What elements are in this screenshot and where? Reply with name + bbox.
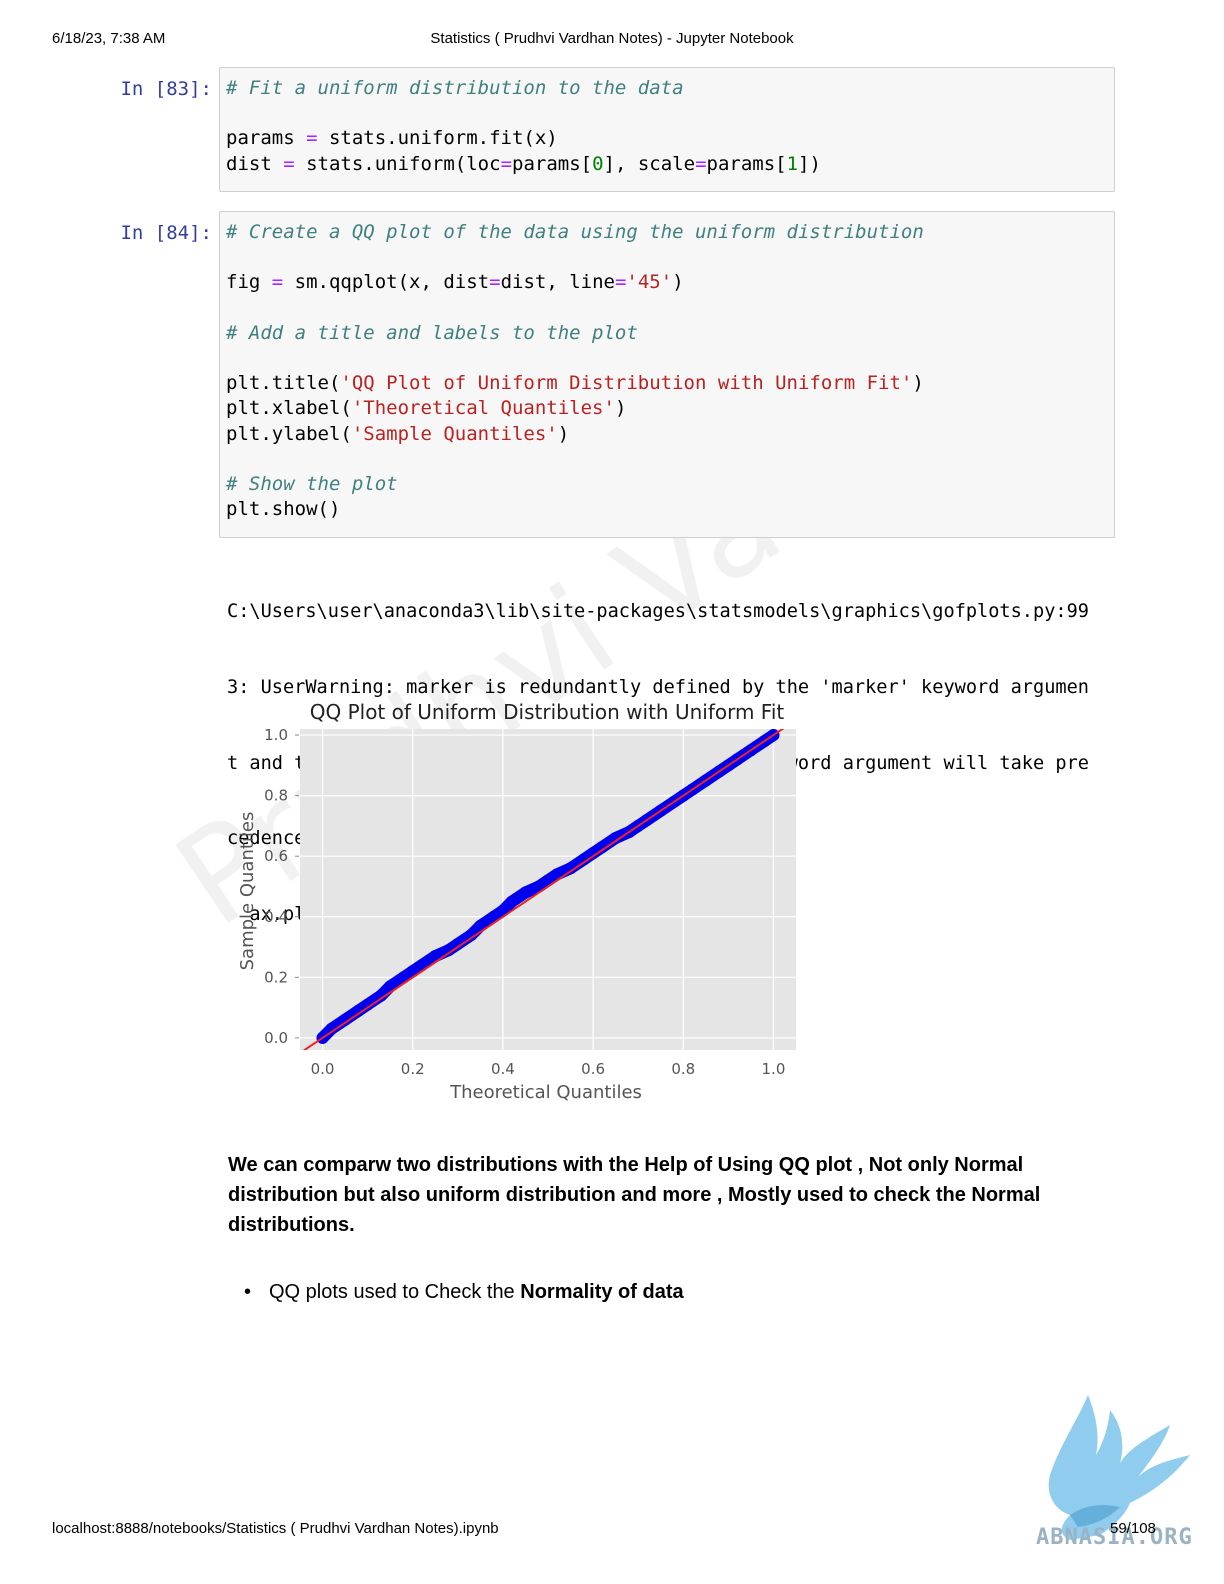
code-token: fig bbox=[226, 271, 272, 294]
code-input[interactable]: # Create a QQ plot of the data using the… bbox=[226, 220, 1108, 522]
code-token: params[ bbox=[512, 152, 593, 175]
stderr-line: C:\Users\user\anaconda3\lib\site-package… bbox=[227, 601, 1089, 623]
code-token: dist bbox=[226, 152, 284, 175]
qq-plot-output: QQ Plot of Uniform Distribution with Uni… bbox=[228, 695, 808, 1115]
code-token: = bbox=[271, 271, 284, 294]
code-token: '45' bbox=[626, 271, 673, 294]
x-tick-label: 0.8 bbox=[671, 1060, 695, 1078]
code-line: params = stats.uniform.fit(x) bbox=[226, 126, 1108, 151]
y-tick-label: 0.6 bbox=[264, 847, 288, 865]
code-line: plt.xlabel('Theoretical Quantiles') bbox=[226, 396, 1108, 421]
cell-prompt-83: In [83]: bbox=[120, 78, 212, 100]
code-line: # Create a QQ plot of the data using the… bbox=[226, 220, 1108, 245]
code-token: = bbox=[306, 127, 318, 150]
code-line bbox=[226, 296, 1108, 321]
code-line: fig = sm.qqplot(x, dist=dist, line='45') bbox=[226, 270, 1108, 295]
chart-title: QQ Plot of Uniform Distribution with Uni… bbox=[310, 700, 785, 724]
griffin-logo-icon bbox=[1048, 1395, 1190, 1540]
code-token: = bbox=[614, 271, 627, 294]
x-tick-label: 0.6 bbox=[581, 1060, 605, 1078]
y-tick-label: 0.4 bbox=[264, 908, 288, 926]
code-token: = bbox=[283, 152, 295, 175]
code-token: 'QQ Plot of Uniform Distribution with Un… bbox=[340, 372, 913, 395]
code-token: ) bbox=[614, 397, 627, 420]
x-tick-label: 0.4 bbox=[491, 1060, 515, 1078]
cell-prompt-84: In [84]: bbox=[120, 222, 212, 244]
print-page-title: Statistics ( Prudhvi Vardhan Notes) - Ju… bbox=[430, 30, 794, 47]
code-token: # Fit a uniform distribution to the data bbox=[226, 77, 684, 99]
qq-plot-svg: QQ Plot of Uniform Distribution with Uni… bbox=[237, 700, 796, 1103]
x-tick-label: 0.0 bbox=[311, 1060, 335, 1078]
x-tick-label: 0.2 bbox=[401, 1060, 425, 1078]
x-tick-label: 1.0 bbox=[762, 1060, 786, 1078]
code-line: # Show the plot bbox=[226, 472, 1108, 497]
code-token: ], scale bbox=[603, 152, 696, 175]
code-token: # Create a QQ plot of the data using the… bbox=[226, 221, 924, 243]
code-token: 0 bbox=[592, 152, 604, 175]
logo-text: ABNASIA.ORG bbox=[1036, 1525, 1193, 1550]
print-url: localhost:8888/notebooks/Statistics ( Pr… bbox=[52, 1520, 499, 1537]
code-token: 'Sample Quantiles' bbox=[351, 422, 558, 445]
code-line: dist = stats.uniform(loc=params[0], scal… bbox=[226, 152, 1108, 177]
plot-marks bbox=[302, 729, 785, 1050]
stderr-line: 3: UserWarning: marker is redundantly de… bbox=[227, 677, 1089, 699]
code-token: = bbox=[695, 152, 707, 175]
y-tick-label: 0.0 bbox=[264, 1029, 288, 1047]
code-token: dist, line bbox=[500, 271, 615, 294]
stderr-line: cedence. bbox=[227, 828, 317, 850]
y-tick-label: 0.2 bbox=[264, 968, 288, 986]
bullet-item: • QQ plots used to Check the Normality of… bbox=[244, 1279, 684, 1305]
code-line: plt.show() bbox=[226, 497, 1108, 522]
code-token: stats.uniform.fit(x) bbox=[317, 127, 558, 150]
print-page-number: 59/108 bbox=[1110, 1520, 1156, 1537]
reference-line-45 bbox=[302, 729, 785, 1050]
code-line bbox=[226, 245, 1108, 270]
y-axis-label: Sample Quantiles bbox=[237, 812, 258, 971]
code-token: # Add a title and labels to the plot bbox=[226, 321, 638, 344]
code-token: ) bbox=[672, 271, 684, 294]
code-token: stats.uniform(loc bbox=[294, 152, 501, 175]
code-line bbox=[226, 447, 1108, 472]
code-token: ) bbox=[557, 422, 570, 445]
code-token: ]) bbox=[798, 152, 821, 175]
code-token: = bbox=[489, 271, 501, 294]
code-cell-83[interactable]: # Fit a uniform distribution to the data… bbox=[219, 67, 1115, 192]
code-token: 'Theoretical Quantiles' bbox=[351, 397, 615, 420]
y-tick-label: 0.8 bbox=[264, 787, 288, 805]
explanation-paragraph: We can comparw two distributions with th… bbox=[228, 1154, 1041, 1236]
code-token: ) bbox=[912, 372, 924, 395]
code-cell-84[interactable]: # Create a QQ plot of the data using the… bbox=[219, 211, 1115, 538]
code-token: plt.xlabel( bbox=[226, 397, 352, 420]
bullet-bold-text: Normality of data bbox=[520, 1281, 684, 1303]
y-tick-label: 1.0 bbox=[264, 726, 288, 744]
code-token: sm.qqplot(x, dist bbox=[283, 271, 490, 294]
x-axis-label: Theoretical Quantiles bbox=[449, 1082, 642, 1103]
code-line: plt.ylabel('Sample Quantiles') bbox=[226, 422, 1108, 447]
code-token: plt.title( bbox=[226, 372, 341, 395]
code-line: plt.title('QQ Plot of Uniform Distributi… bbox=[226, 371, 1108, 396]
code-line: # Fit a uniform distribution to the data bbox=[226, 76, 1108, 101]
bullet-dot-icon: • bbox=[244, 1281, 252, 1303]
code-line bbox=[226, 101, 1108, 126]
code-input[interactable]: # Fit a uniform distribution to the data… bbox=[226, 76, 1108, 177]
code-token: = bbox=[500, 152, 513, 175]
code-token: plt.ylabel( bbox=[226, 422, 352, 445]
code-token: 1 bbox=[786, 152, 799, 175]
code-line: # Add a title and labels to the plot bbox=[226, 321, 1108, 346]
code-line bbox=[226, 346, 1108, 371]
code-token: params bbox=[226, 127, 307, 150]
bullet-text: QQ plots used to Check the bbox=[269, 1281, 521, 1303]
print-datetime: 6/18/23, 7:38 AM bbox=[52, 30, 166, 47]
code-token: plt.show() bbox=[226, 498, 341, 521]
code-token: # Show the plot bbox=[226, 473, 398, 496]
code-token: params[ bbox=[706, 152, 787, 175]
